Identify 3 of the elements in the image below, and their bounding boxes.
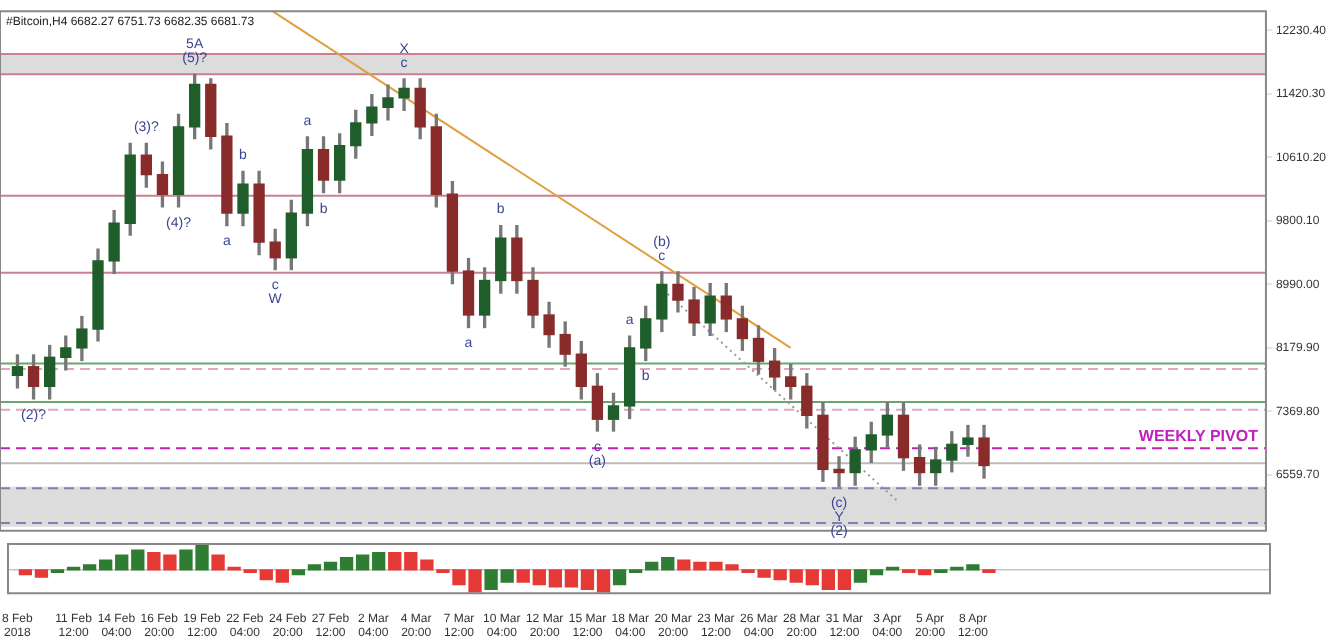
ref-line-label: WEEKLY PIVOT: [1138, 426, 1259, 445]
candlestick: [833, 456, 845, 488]
candlestick: [962, 424, 974, 457]
